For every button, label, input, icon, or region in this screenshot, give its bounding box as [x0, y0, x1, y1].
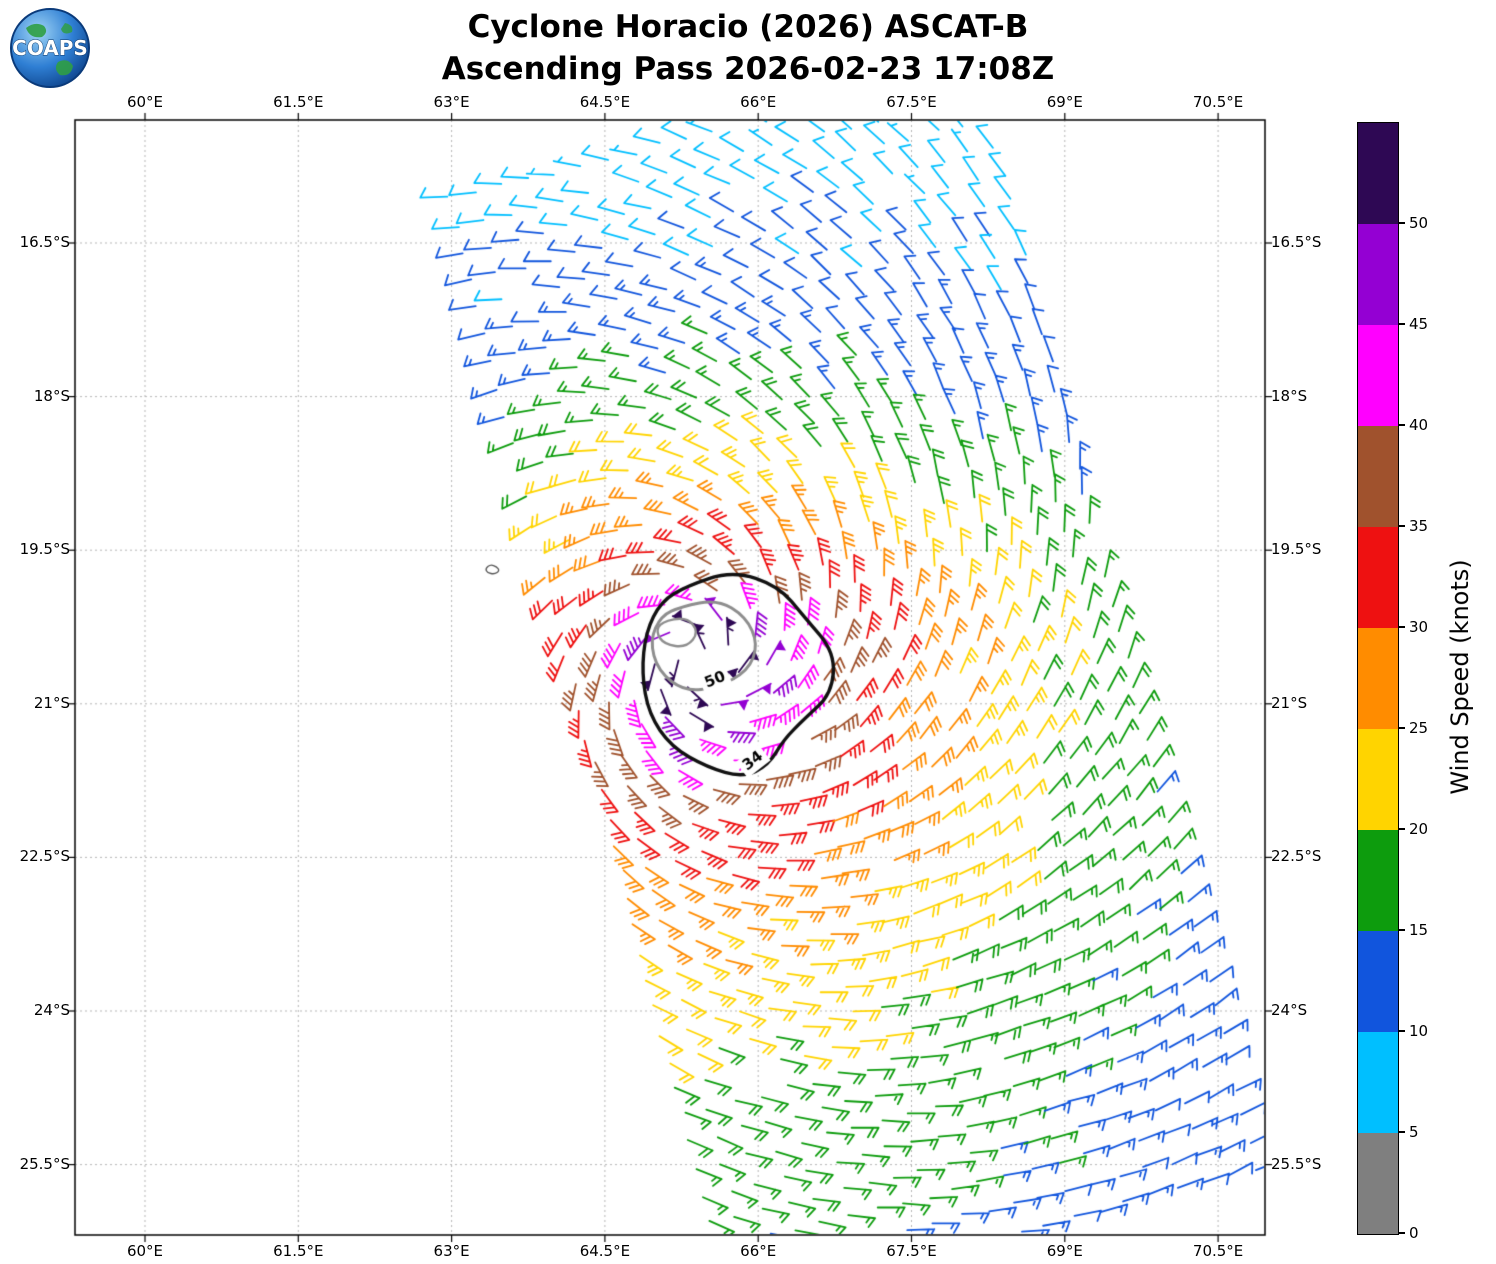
y-tick-label-left: 24°S: [33, 1001, 70, 1019]
x-tick-label-bottom: 61.5°E: [273, 1242, 324, 1260]
x-tick-label-bottom: 60°E: [126, 1242, 164, 1260]
y-tick-label-right: 18°S: [1271, 386, 1308, 405]
x-tick-label-top: 63°E: [433, 93, 470, 111]
colorbar-tick-label: 50: [1409, 214, 1429, 232]
colorbar-band-5-10: [1358, 1032, 1398, 1133]
y-tick-label-right: 21°S: [1271, 693, 1308, 712]
y-tick-label-left: 18°S: [33, 386, 70, 405]
colorbar-tick: [1398, 323, 1405, 325]
colorbar-tick: [1398, 1232, 1405, 1234]
colorbar-tick: [1398, 929, 1405, 931]
y-tick-label-right: 24°S: [1271, 1001, 1308, 1019]
plot-title-line1: Cyclone Horacio (2026) ASCAT-B: [467, 9, 1029, 45]
colorbar-band-45-50: [1358, 224, 1398, 325]
x-tick-label-bottom: 64.5°E: [579, 1242, 631, 1260]
x-tick-label-bottom: 69°E: [1046, 1242, 1083, 1260]
colorbar-tick-label: 15: [1409, 921, 1429, 939]
logo-text: COAPS: [12, 36, 88, 60]
x-tick-label-top: 69°E: [1046, 93, 1083, 111]
colorbar-tick-label: 45: [1409, 315, 1429, 333]
colorbar-band-35-40: [1358, 426, 1398, 527]
y-tick-label-right: 19.5°S: [1271, 540, 1322, 559]
colorbar-band-20-25: [1358, 729, 1398, 830]
colorbar-tick: [1398, 828, 1405, 830]
x-tick-label-bottom: 70.5°E: [1192, 1242, 1244, 1260]
colorbar-tick: [1398, 525, 1405, 527]
y-tick-label-left: 25.5°S: [19, 1154, 70, 1173]
colorbar-axis-label: Wind Speed (knots): [1446, 559, 1474, 795]
globe-icon: COAPS: [10, 8, 90, 88]
x-tick-label-top: 70.5°E: [1192, 93, 1244, 111]
plot-title-line2: Ascending Pass 2026-02-23 17:08Z: [441, 51, 1055, 87]
x-tick-label-bottom: 63°E: [433, 1242, 470, 1260]
x-tick-label-top: 60°E: [126, 93, 164, 111]
colorbar-tick-label: 35: [1409, 517, 1429, 535]
y-tick-label-left: 19.5°S: [19, 540, 70, 559]
x-tick-label-top: 67.5°E: [886, 93, 937, 111]
x-tick-label-top: 61.5°E: [273, 93, 324, 111]
colorbar-tick-label: 40: [1409, 416, 1429, 434]
colorbar-tick-label: 10: [1409, 1022, 1429, 1040]
colorbar-band-0-5: [1358, 1133, 1398, 1234]
colorbar-tick: [1398, 727, 1405, 729]
x-tick-label-bottom: 67.5°E: [886, 1242, 937, 1260]
coaps-logo: COAPS: [8, 6, 92, 90]
y-tick-label-left: 21°S: [33, 693, 70, 712]
x-tick-label-bottom: 66°E: [740, 1242, 777, 1260]
colorbar-tick: [1398, 626, 1405, 628]
colorbar-band-15-20: [1358, 830, 1398, 931]
colorbar-band-25-30: [1358, 628, 1398, 729]
colorbar-tick-label: 0: [1409, 1224, 1419, 1242]
colorbar-tick: [1398, 424, 1405, 426]
colorbar-tick: [1398, 222, 1405, 224]
x-tick-label-top: 66°E: [740, 93, 777, 111]
y-tick-label-right: 16.5°S: [1271, 233, 1322, 251]
colorbar-tick-label: 20: [1409, 820, 1429, 838]
colorbar-tick: [1398, 1030, 1405, 1032]
y-tick-label-left: 22.5°S: [19, 847, 70, 866]
y-tick-label-right: 22.5°S: [1271, 847, 1322, 866]
y-tick-label-right: 25.5°S: [1271, 1154, 1322, 1173]
colorbar-tick-label: 25: [1409, 719, 1429, 737]
colorbar-band-10-15: [1358, 931, 1398, 1032]
colorbar-band-40-45: [1358, 325, 1398, 426]
colorbar: [1357, 122, 1399, 1235]
plot-title: Cyclone Horacio (2026) ASCAT-B Ascending…: [0, 6, 1496, 90]
colorbar-tick: [1398, 1131, 1405, 1133]
colorbar-band-50-55: [1358, 123, 1398, 224]
colorbar-band-30-35: [1358, 527, 1398, 628]
y-tick-label-left: 16.5°S: [19, 233, 70, 251]
colorbar-tick-label: 5: [1409, 1123, 1419, 1141]
colorbar-tick-label: 30: [1409, 618, 1429, 636]
x-tick-label-top: 64.5°E: [579, 93, 631, 111]
